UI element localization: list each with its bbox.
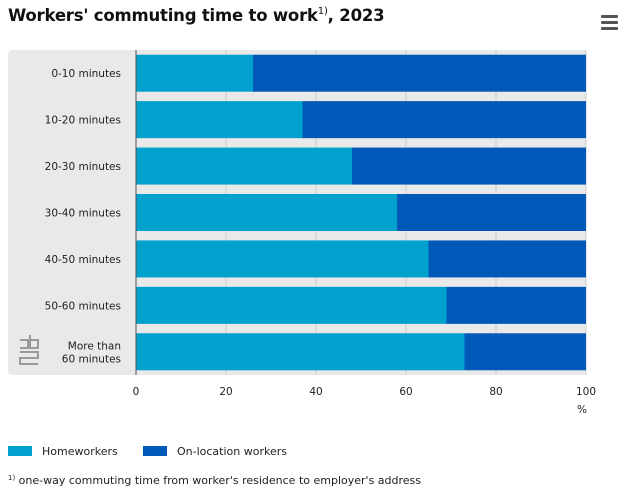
bar-on-location-workers-30-40-minutes: [397, 194, 586, 231]
x-tick-label-100: 100: [576, 386, 596, 398]
bar-on-location-workers-more-than-60-minutes: [464, 333, 586, 371]
legend-label-on-location-workers: On-location workers: [177, 445, 287, 458]
chart-title: Workers' commuting time to work1), 2023: [8, 6, 385, 25]
bar-homeworkers-10-20-minutes: [136, 101, 303, 139]
category-label-more-than-60-minutes: More than 60 minutes: [62, 340, 121, 365]
title-text: Workers' commuting time to work: [8, 6, 318, 25]
footnote: 1) one-way commuting time from worker's …: [8, 474, 421, 487]
legend-label-homeworkers: Homeworkers: [42, 445, 118, 458]
bar-homeworkers-more-than-60-minutes: [136, 333, 465, 371]
title-footnote-mark: 1): [317, 6, 328, 17]
category-label-40-50-minutes: 40-50 minutes: [45, 254, 121, 266]
x-tick-label-40: 40: [309, 386, 322, 398]
x-tick-label-60: 60: [399, 386, 412, 398]
category-label-50-60-minutes: 50-60 minutes: [45, 300, 121, 312]
bar-homeworkers-50-60-minutes: [136, 286, 447, 324]
x-tick-label-80: 80: [489, 386, 502, 398]
legend-swatch-on-location-workers: [143, 446, 167, 456]
footnote-text: one-way commuting time from worker's res…: [15, 474, 422, 487]
bar-homeworkers-30-40-minutes: [136, 194, 397, 231]
x-tick-label-0: 0: [133, 386, 140, 398]
bar-on-location-workers-10-20-minutes: [302, 101, 586, 139]
x-axis-unit-label: %: [577, 404, 587, 416]
bar-on-location-workers-50-60-minutes: [446, 286, 586, 324]
cbs-logo-icon: [19, 335, 39, 365]
category-label-10-20-minutes: 10-20 minutes: [45, 115, 121, 127]
legend-item-homeworkers[interactable]: Homeworkers: [8, 445, 118, 458]
category-label-0-10-minutes: 0-10 minutes: [51, 68, 121, 80]
category-label-30-40-minutes: 30-40 minutes: [45, 208, 121, 220]
bar-on-location-workers-0-10-minutes: [253, 54, 586, 92]
legend-item-on-location-workers[interactable]: On-location workers: [143, 445, 287, 458]
hamburger-menu-icon[interactable]: [601, 15, 618, 30]
bar-on-location-workers-40-50-minutes: [428, 240, 586, 278]
stacked-bar-chart: 0-10 minutes 10-20 minutes 20-30 minutes 30…: [8, 50, 596, 416]
bar-homeworkers-40-50-minutes: [136, 240, 429, 278]
footnote-mark: 1): [8, 474, 16, 482]
title-year: , 2023: [327, 6, 385, 25]
category-label-20-30-minutes: 20-30 minutes: [45, 161, 121, 173]
x-tick-label-20: 20: [219, 386, 232, 398]
bar-homeworkers-20-30-minutes: [136, 147, 352, 185]
bar-on-location-workers-20-30-minutes: [352, 147, 586, 185]
legend-swatch-homeworkers: [8, 446, 32, 456]
bar-homeworkers-0-10-minutes: [136, 54, 253, 92]
